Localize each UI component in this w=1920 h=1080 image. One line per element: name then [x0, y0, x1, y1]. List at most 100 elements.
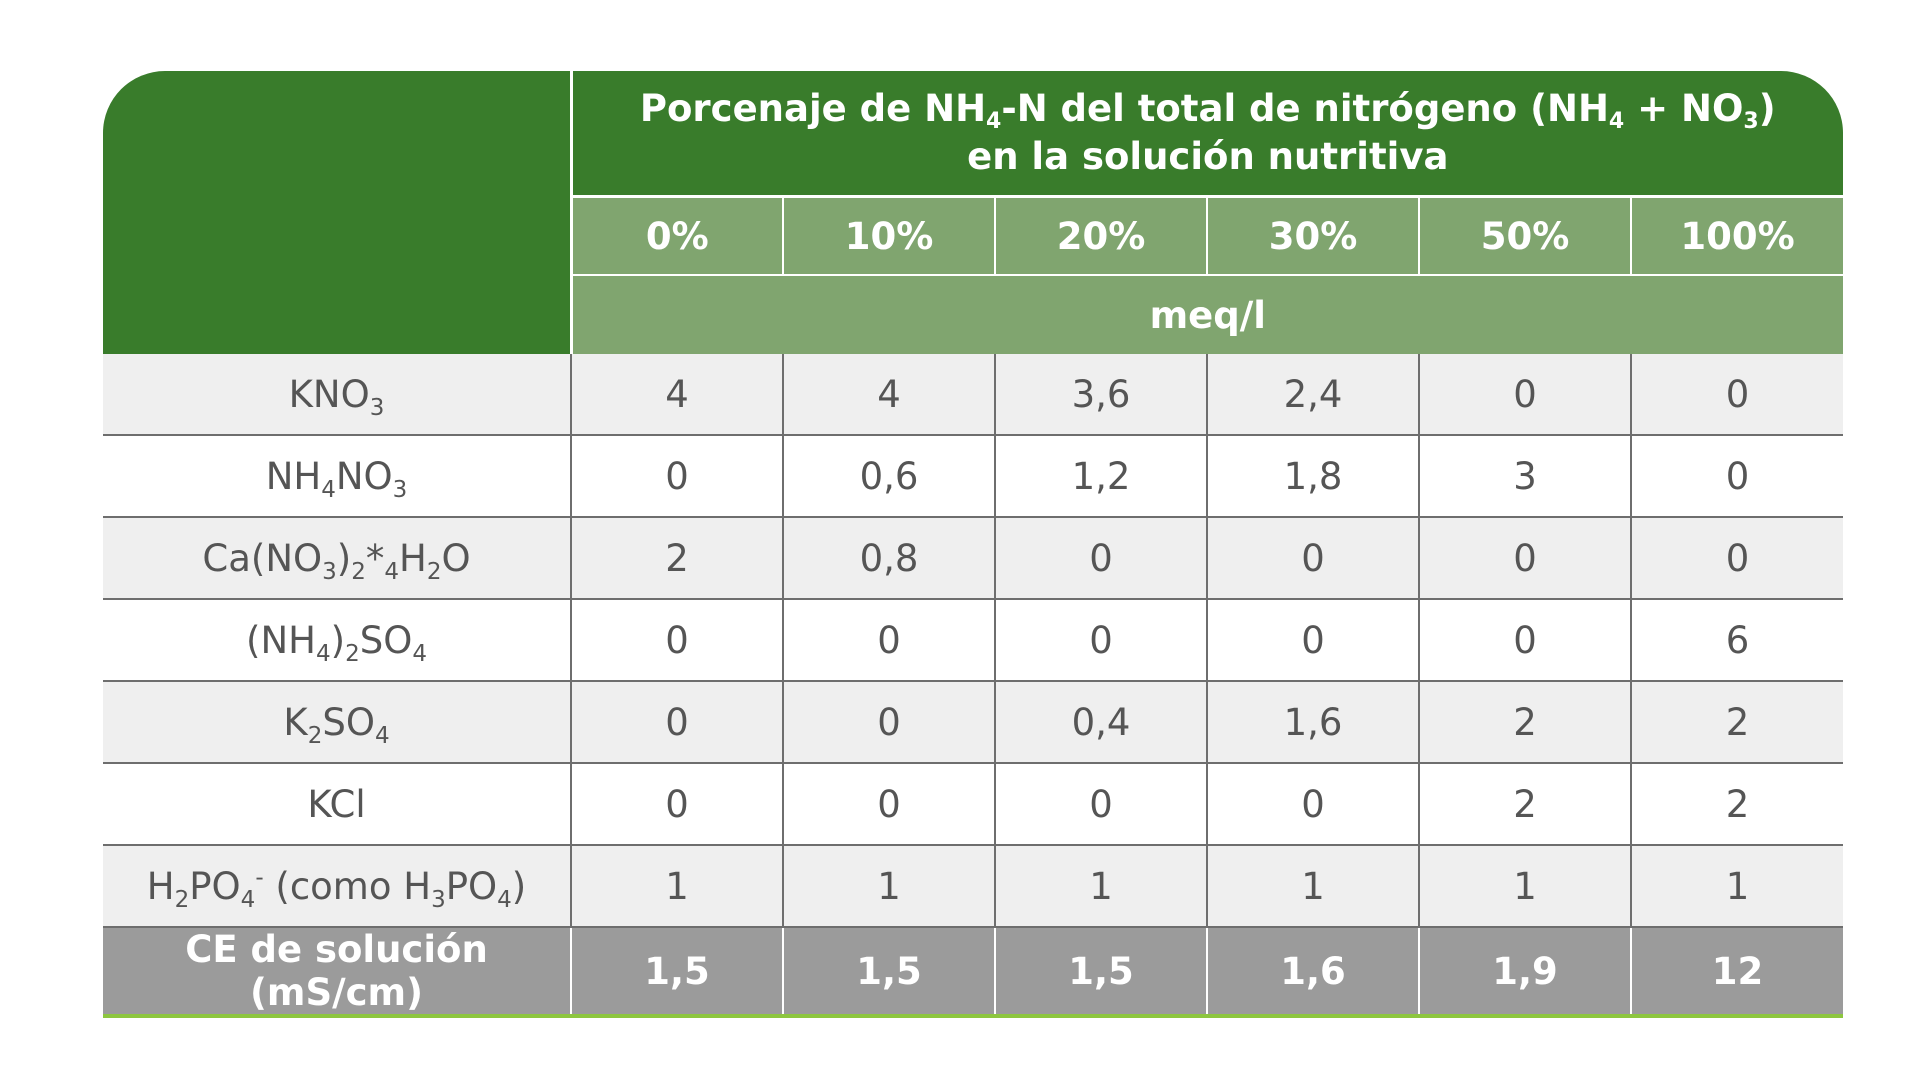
value-cell: 3,6 — [995, 354, 1208, 436]
total-value-cell: 1,6 — [1207, 927, 1420, 1018]
value-cell: 1,6 — [1207, 681, 1420, 764]
formula-subscript: 3 — [392, 476, 408, 503]
title-subscript: 3 — [1743, 109, 1759, 134]
formula-subscript: 2 — [174, 886, 190, 913]
formula-text: KNO — [288, 372, 370, 416]
formula-text: SO — [322, 700, 375, 744]
formula-text: (NH — [246, 618, 316, 662]
value-cell: 2,4 — [1207, 354, 1420, 436]
nutrient-solution-table: Porcenaje de NH4-N del total de nitrógen… — [103, 71, 1844, 1018]
value-cell: 2 — [1419, 681, 1632, 764]
percent-header-100: 100% — [1631, 196, 1844, 276]
table-row: KCl 0 0 0 0 2 2 — [103, 763, 1844, 846]
value-cell: 0 — [571, 599, 784, 682]
percent-header-0: 0% — [571, 196, 784, 276]
formula-subscript: 2 — [307, 722, 323, 749]
value-cell: 0 — [783, 599, 996, 682]
formula-subscript: 2 — [345, 640, 360, 667]
formula-text: NH — [265, 454, 322, 498]
formula-text: Ca(NO — [202, 536, 323, 580]
value-cell: 0 — [783, 681, 996, 764]
table-title: Porcenaje de NH 4-N del total de nitrógen… — [571, 71, 1844, 198]
value-cell: 2 — [1419, 763, 1632, 846]
formula-text: O — [441, 536, 471, 580]
value-cell: 0 — [995, 517, 1208, 600]
total-row: CE de solución (mS/cm) 1,5 1,5 1,5 1,6 1,9 12 — [103, 927, 1844, 1018]
formula-text: NO — [335, 454, 393, 498]
value-cell: 0 — [571, 763, 784, 846]
value-cell: 0 — [1207, 599, 1420, 682]
table-row: H2PO4- (como H3PO4) 1 1 1 1 1 1 — [103, 845, 1844, 928]
value-cell: 2 — [571, 517, 784, 600]
formula-text: * — [365, 536, 385, 580]
header-corner-cell — [103, 71, 573, 354]
value-cell: 1,2 — [995, 435, 1208, 518]
value-cell: 0 — [1419, 599, 1632, 682]
value-cell: 0 — [1419, 354, 1632, 436]
total-value-cell: 1,5 — [783, 927, 996, 1018]
value-cell: 1 — [1631, 845, 1844, 928]
value-cell: 0,8 — [783, 517, 996, 600]
title-text: -N del total de nitrógeno (NH — [1001, 87, 1609, 130]
value-cell: 1 — [1207, 845, 1420, 928]
formula-text: ) — [330, 618, 346, 662]
table-row: (NH4)2SO4 0 0 0 0 0 6 — [103, 599, 1844, 682]
value-cell: 4 — [783, 354, 996, 436]
value-cell: 0 — [783, 763, 996, 846]
row-label: KNO3 — [103, 354, 572, 436]
table-body: KNO3 4 4 3,6 2,4 0 0 NH4NO3 0 0,6 1,2 1,8 3 0 Ca(NO3)2… — [103, 354, 1844, 1018]
formula-text: PO — [445, 864, 498, 908]
formula-text: PO — [189, 864, 241, 908]
formula-text: KCl — [307, 782, 366, 826]
row-label: Ca(NO3)2*4H2O — [103, 517, 572, 600]
value-cell: 0 — [995, 599, 1208, 682]
formula-subscript: 4 — [412, 640, 427, 667]
percent-header-10: 10% — [783, 196, 996, 276]
table-row: KNO3 4 4 3,6 2,4 0 0 — [103, 354, 1844, 436]
title-text: Porcenaje de NH — [639, 87, 987, 130]
value-cell: 0 — [995, 763, 1208, 846]
value-cell: 0 — [571, 435, 784, 518]
row-label: NH4NO3 — [103, 435, 572, 518]
formula-subscript: 3 — [322, 558, 337, 585]
value-cell: 0,6 — [783, 435, 996, 518]
percent-header-20: 20% — [995, 196, 1208, 276]
formula-superscript: - — [255, 864, 264, 891]
total-value-cell: 1,5 — [995, 927, 1208, 1018]
value-cell: 0 — [1207, 517, 1420, 600]
value-cell: 0,4 — [995, 681, 1208, 764]
table-row: K2SO4 0 0 0,4 1,6 2 2 — [103, 681, 1844, 764]
value-cell: 1 — [995, 845, 1208, 928]
table-row: NH4NO3 0 0,6 1,2 1,8 3 0 — [103, 435, 1844, 518]
value-cell: 0 — [571, 681, 784, 764]
formula-subscript: 4 — [315, 640, 331, 667]
formula-subscript: 2 — [426, 558, 442, 585]
title-text: ) — [1758, 87, 1776, 130]
formula-subscript: 4 — [497, 886, 512, 913]
row-label: K2SO4 — [103, 681, 572, 764]
value-cell: 0 — [1631, 435, 1844, 518]
value-cell: 4 — [571, 354, 784, 436]
formula-subscript: 4 — [384, 558, 399, 585]
formula-subscript: 4 — [240, 886, 256, 913]
value-cell: 2 — [1631, 763, 1844, 846]
formula-text: H — [399, 536, 427, 580]
formula-text: K — [283, 700, 308, 744]
value-cell: 1 — [571, 845, 784, 928]
formula-subscript: 2 — [351, 558, 366, 585]
row-label: H2PO4- (como H3PO4) — [103, 845, 572, 928]
value-cell: 6 — [1631, 599, 1844, 682]
formula-subscript: 4 — [374, 722, 390, 749]
title-line2: en la solución nutritiva — [967, 135, 1449, 178]
formula-text: H — [146, 864, 175, 908]
title-subscript: 4 — [1608, 109, 1625, 134]
unit-header: meq/l — [571, 275, 1844, 354]
total-value-cell: 1,9 — [1419, 927, 1632, 1018]
value-cell: 0 — [1631, 354, 1844, 436]
value-cell: 0 — [1207, 763, 1420, 846]
percent-header-30: 30% — [1207, 196, 1420, 276]
value-cell: 3 — [1419, 435, 1632, 518]
formula-subscript: 4 — [321, 476, 336, 503]
value-cell: 1 — [1419, 845, 1632, 928]
